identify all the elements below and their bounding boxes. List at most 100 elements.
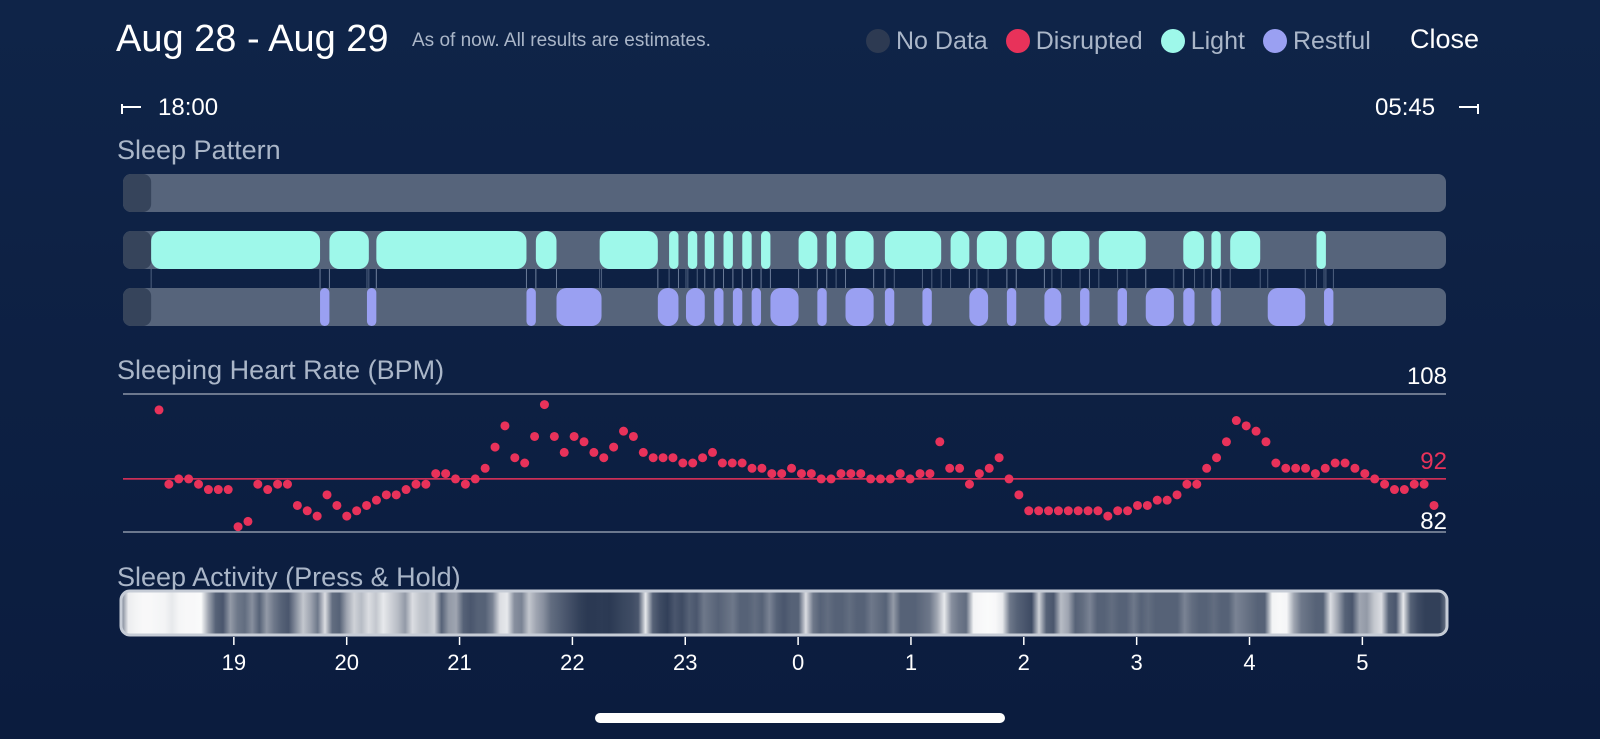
legend-label: No Data bbox=[896, 26, 988, 55]
heart-rate-point bbox=[1162, 495, 1172, 505]
heart-rate-point bbox=[1192, 479, 1202, 489]
heart-rate-point bbox=[549, 431, 559, 441]
heart-rate-point bbox=[727, 458, 737, 468]
restful-sleep-segment bbox=[922, 288, 932, 326]
restful-sleep-segment bbox=[1211, 288, 1221, 326]
heart-rate-point bbox=[431, 469, 441, 479]
home-indicator[interactable] bbox=[595, 713, 1005, 723]
restful-sleep-segment bbox=[845, 288, 874, 326]
restful-sleep-segment bbox=[657, 288, 679, 326]
heart-rate-point bbox=[707, 447, 717, 457]
heart-rate-point bbox=[816, 474, 826, 484]
heart-rate-point bbox=[213, 485, 223, 495]
heart-rate-point bbox=[490, 442, 500, 452]
heart-rate-point bbox=[174, 474, 184, 484]
restful-sleep-segment bbox=[884, 288, 895, 326]
heart-rate-point bbox=[579, 437, 589, 447]
heart-rate-point bbox=[510, 453, 520, 463]
restful-sleep-segment bbox=[1183, 288, 1195, 326]
heart-rate-point bbox=[401, 485, 411, 495]
heart-rate-point bbox=[421, 479, 431, 489]
max-bpm-label: 108 bbox=[1407, 363, 1447, 390]
start-bracket-icon bbox=[121, 104, 141, 114]
restful-sleep-segment bbox=[1080, 288, 1090, 326]
heart-rate-point bbox=[1083, 506, 1093, 516]
heart-rate-title: Sleeping Heart Rate (BPM) bbox=[117, 355, 445, 385]
light-sleep-segment bbox=[742, 231, 752, 269]
heart-rate-point bbox=[1044, 506, 1054, 516]
heart-rate-point bbox=[1399, 485, 1409, 495]
heart-rate-point bbox=[628, 431, 638, 441]
heart-rate-point bbox=[1251, 426, 1261, 436]
restful-sleep-segment bbox=[714, 288, 724, 326]
heart-rate-point bbox=[1261, 437, 1271, 447]
heart-rate-point bbox=[1152, 495, 1162, 505]
heart-rate-point bbox=[955, 463, 965, 473]
restful-sleep-segment bbox=[969, 288, 989, 326]
heart-rate-point bbox=[1271, 458, 1281, 468]
heart-rate-point bbox=[391, 490, 401, 500]
light-sleep-segment bbox=[1051, 231, 1090, 269]
heart-rate-point bbox=[322, 490, 332, 500]
hour-tick-label: 21 bbox=[447, 650, 471, 675]
heart-rate-point bbox=[500, 421, 510, 431]
restful-sleep-segment bbox=[817, 288, 827, 326]
heart-rate-point bbox=[895, 469, 905, 479]
heart-rate-point bbox=[737, 458, 747, 468]
heart-rate-point bbox=[1053, 506, 1063, 516]
heart-rate-point bbox=[332, 500, 342, 510]
legend-item-light: Light bbox=[1160, 27, 1245, 56]
heart-rate-point bbox=[945, 463, 955, 473]
heart-rate-point bbox=[777, 469, 787, 479]
restful-sleep-segment bbox=[1117, 288, 1127, 326]
heart-rate-point bbox=[1320, 463, 1330, 473]
heart-rate-point bbox=[599, 453, 609, 463]
legend-label: Restful bbox=[1292, 26, 1371, 55]
page-title: Aug 28 - Aug 29 bbox=[116, 18, 389, 60]
restful-sleep-segment bbox=[556, 288, 602, 326]
heart-rate-point bbox=[1429, 500, 1439, 510]
heart-rate-point bbox=[1123, 506, 1133, 516]
restful-sleep-segment bbox=[751, 288, 762, 326]
no-data-segment bbox=[123, 231, 152, 269]
light-sleep-segment bbox=[1016, 231, 1045, 269]
heart-rate-point bbox=[668, 453, 678, 463]
heart-rate-point bbox=[223, 485, 233, 495]
estimates-note: As of now. All results are estimates. bbox=[412, 30, 711, 51]
average-bpm-label: 92 bbox=[1420, 448, 1447, 475]
light-sleep-segment bbox=[1211, 231, 1221, 269]
close-button[interactable]: Close bbox=[1410, 24, 1480, 54]
restful-sleep-segment bbox=[685, 288, 705, 326]
end-time-label: 05:45 bbox=[1375, 94, 1436, 121]
heart-rate-point bbox=[1093, 506, 1103, 516]
heart-rate-point bbox=[717, 458, 727, 468]
legend-label: Disrupted bbox=[1035, 26, 1143, 55]
heart-rate-point bbox=[1231, 416, 1241, 426]
light-sleep-segment bbox=[1316, 231, 1326, 269]
heart-rate-point bbox=[559, 447, 569, 457]
heart-rate-point bbox=[1063, 506, 1073, 516]
activity-frame bbox=[119, 589, 1449, 637]
heart-rate-point bbox=[1419, 479, 1429, 489]
heart-rate-point bbox=[1370, 474, 1380, 484]
heart-rate-point bbox=[233, 522, 243, 532]
restful-sleep-segment bbox=[526, 288, 536, 326]
heart-rate-point bbox=[974, 469, 984, 479]
heart-rate-point bbox=[1024, 506, 1034, 516]
heart-rate-point bbox=[460, 479, 470, 489]
hour-tick-label: 4 bbox=[1243, 650, 1255, 675]
hour-tick-label: 20 bbox=[334, 650, 358, 675]
heart-rate-point bbox=[856, 469, 866, 479]
restful-sleep-segment bbox=[366, 288, 377, 326]
heart-rate-point bbox=[1172, 490, 1182, 500]
heart-rate-point bbox=[678, 458, 688, 468]
hour-tick-label: 1 bbox=[905, 650, 917, 675]
no-data-segment bbox=[123, 288, 152, 326]
heart-rate-point bbox=[1113, 506, 1123, 516]
heart-rate-point bbox=[885, 474, 895, 484]
heart-rate-point bbox=[609, 442, 619, 452]
heart-rate-point bbox=[263, 485, 273, 495]
legend-item-disrupted: Disrupted bbox=[1005, 26, 1143, 56]
